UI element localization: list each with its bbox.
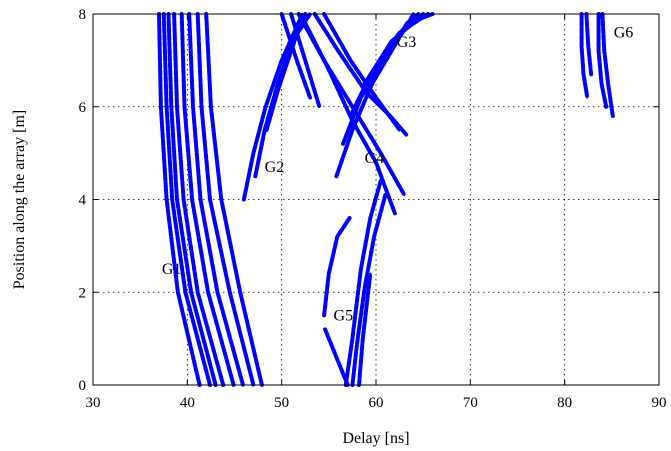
- group-g4: [296, 12, 409, 216]
- y-tick-label: 2: [79, 285, 87, 301]
- trace-core-g4: [304, 22, 396, 215]
- trace-core-g5: [357, 272, 372, 387]
- trace-core-g1: [167, 12, 217, 387]
- x-tick-label: 80: [557, 395, 572, 411]
- x-axis-label: Delay [ns]: [342, 430, 409, 447]
- y-tick-label: 6: [79, 100, 87, 116]
- data-traces: [157, 12, 615, 387]
- trace-core-g4: [323, 12, 401, 131]
- trace-core-g1: [205, 12, 263, 387]
- group-label-g3: G3: [397, 34, 417, 51]
- group-label-g1: G1: [162, 261, 182, 278]
- trace-core-g3: [363, 12, 434, 85]
- trace-core-g1: [180, 12, 235, 387]
- y-tick-label: 8: [79, 7, 87, 23]
- x-tick-label: 90: [652, 395, 667, 411]
- y-tick-label: 0: [79, 378, 87, 394]
- x-tick-label: 30: [86, 395, 101, 411]
- group-g1: [157, 12, 264, 387]
- group-g5: [322, 178, 388, 387]
- group-label-g5: G5: [334, 307, 354, 324]
- group-label-g2: G2: [265, 159, 285, 176]
- axis-ticks: [92, 13, 660, 386]
- trace-core-g6: [580, 12, 589, 99]
- trace-core-g1: [157, 12, 201, 387]
- y-axis-label: Position along the array [m]: [11, 110, 28, 290]
- group-label-g6: G6: [614, 25, 634, 42]
- trace-core-g6: [597, 12, 608, 108]
- trace-core-g1: [162, 12, 212, 387]
- trace-core-g1: [188, 12, 245, 387]
- x-tick-label: 40: [180, 395, 195, 411]
- trace-core-g2: [242, 12, 304, 201]
- trace-core-g6: [585, 12, 593, 76]
- group-g6: [579, 12, 615, 118]
- trace-core-g5: [324, 328, 349, 387]
- x-tick-label: 50: [274, 395, 289, 411]
- group-g3: [334, 12, 435, 179]
- x-tick-label: 60: [369, 395, 384, 411]
- y-tick-label: 4: [79, 193, 87, 209]
- group-labels: G1 G2 G3 G4 G5 G6: [162, 25, 633, 325]
- trace-core-g2: [290, 12, 321, 108]
- trace-core-g5: [323, 216, 351, 317]
- trace-g5: [322, 216, 352, 318]
- trace-core-g1: [173, 12, 225, 387]
- trace-core-g2: [280, 12, 312, 99]
- group-label-g4: G4: [365, 150, 385, 167]
- group-g2: [241, 12, 322, 202]
- trace-core-g1: [196, 12, 255, 387]
- trace-core-g6: [601, 12, 614, 118]
- trace-core-g5: [351, 193, 387, 387]
- trace-core-g5: [344, 179, 382, 387]
- x-tick-label: 70: [463, 395, 478, 411]
- tick-labels: 30 40 50 60 70 80 90 0 2 4 6 8: [79, 7, 667, 411]
